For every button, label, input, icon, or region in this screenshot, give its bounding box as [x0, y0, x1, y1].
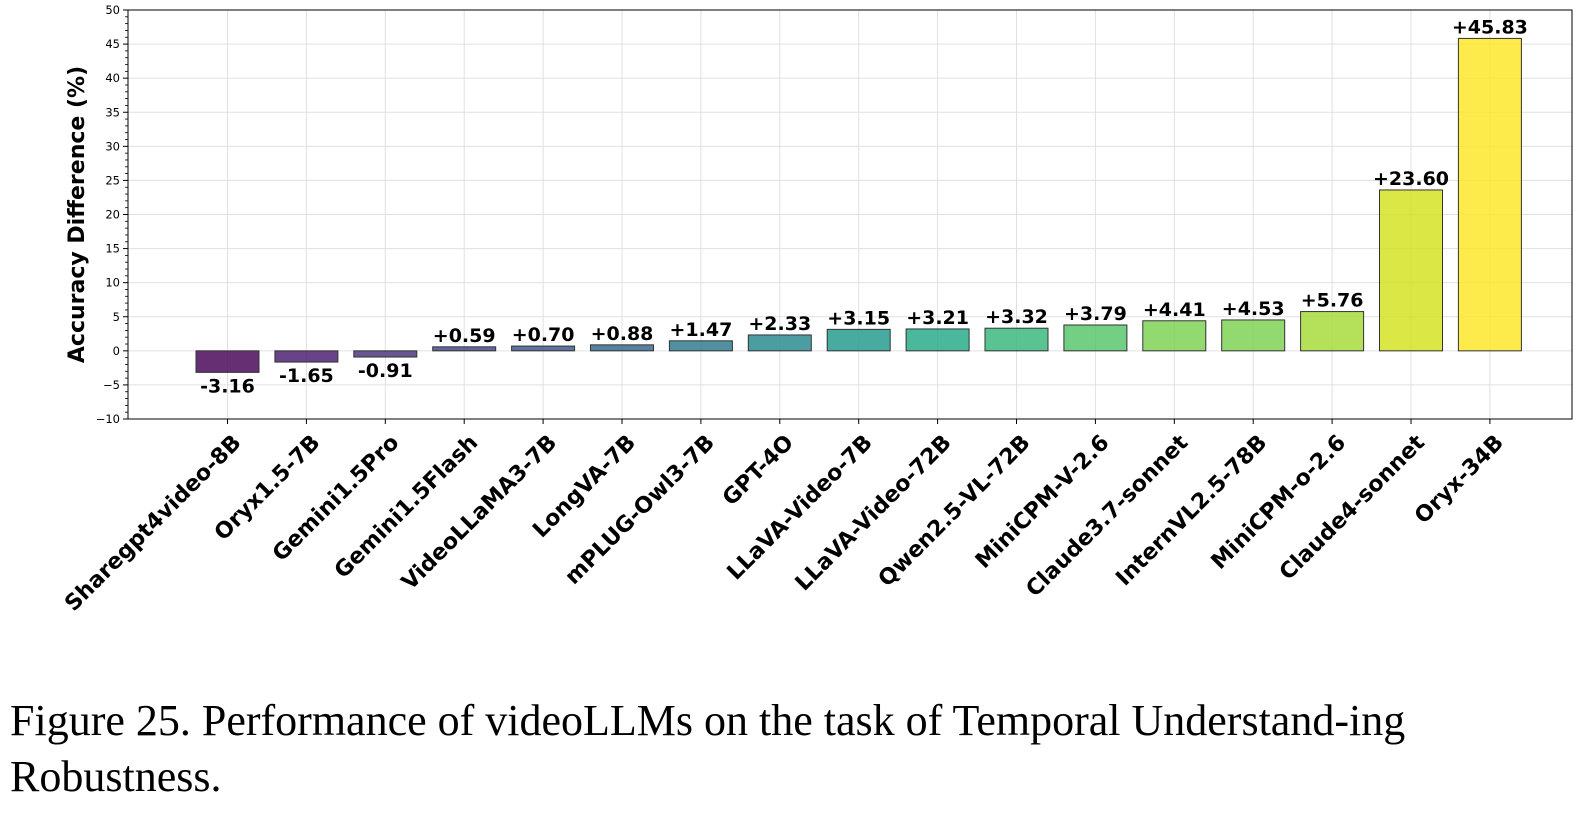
value-label: +2.33 [748, 313, 811, 335]
y-tick-label: 5 [113, 310, 120, 324]
bar [826, 328, 891, 352]
bar [905, 328, 970, 352]
y-axis: −10 −5 0 5 10 15 20 25 30 35 40 45 50 [96, 3, 128, 426]
y-tick-label: −10 [96, 412, 120, 426]
figure-caption: Figure 25. Performance of videoLLMs on t… [10, 696, 1406, 801]
value-label: +3.79 [1064, 303, 1127, 325]
value-label: -1.65 [279, 365, 334, 387]
value-labels: -3.16 -1.65 -0.91 +0.59 +0.70 +0.88 +1.47 +2.33… [200, 16, 1528, 397]
y-tick-label: 20 [105, 208, 120, 222]
value-label: +4.41 [1143, 299, 1206, 321]
value-label: +3.32 [985, 306, 1048, 328]
bar [668, 340, 733, 352]
grid-lines [128, 9, 1572, 420]
value-label: +23.60 [1373, 168, 1449, 190]
y-tick-label: 40 [105, 71, 120, 85]
bar [1063, 324, 1128, 352]
bars [195, 37, 1522, 373]
bar [432, 346, 497, 352]
value-label: -3.16 [200, 375, 255, 397]
value-label: +5.76 [1301, 290, 1364, 312]
bar [984, 327, 1049, 352]
y-tick-label: 30 [105, 139, 120, 153]
x-tick-label: LLaVA-Video-72B [791, 430, 957, 596]
bar [1300, 311, 1365, 352]
x-axis: Sharegpt4video-8BOryx1.5-7BGemini1.5ProG… [60, 419, 1509, 617]
bar [1457, 37, 1522, 352]
value-label: +4.53 [1222, 298, 1285, 320]
plot-frame [127, 9, 1573, 420]
y-tick-label: 35 [105, 105, 120, 119]
bar [195, 350, 260, 373]
y-tick-label: 50 [105, 3, 120, 17]
x-tick-label: GPT-4O [718, 430, 799, 511]
x-tick-label: VideoLLaMA3-7B [397, 430, 562, 595]
y-tick-label: 0 [113, 344, 120, 358]
x-tick-label: Gemini1.5Flash [330, 430, 483, 583]
value-label: +0.59 [433, 325, 496, 347]
y-tick-label: −5 [103, 378, 120, 392]
x-tick-label: Qwen2.5-VL-72B [874, 430, 1036, 592]
value-label: +0.70 [512, 324, 575, 346]
bar [511, 345, 576, 352]
bar [590, 344, 654, 352]
y-tick-label: 10 [105, 276, 120, 290]
x-tick-label: MiniCPM-V-2.6 [971, 430, 1114, 573]
bar [353, 350, 418, 358]
x-tick-label: mPLUG-Owl3-7B [560, 430, 719, 589]
bar [1379, 189, 1443, 352]
value-label: +1.47 [669, 319, 732, 341]
y-axis-label: Accuracy Difference (%) [65, 66, 90, 363]
x-tick-label: InternVL2.5-78B [1111, 430, 1272, 591]
value-label: -0.91 [358, 360, 413, 382]
value-label: +0.88 [591, 323, 654, 345]
bar [1221, 319, 1286, 352]
y-tick-label: 15 [105, 242, 120, 256]
bar [747, 334, 812, 352]
value-label: +45.83 [1452, 16, 1528, 38]
y-tick-label: 25 [105, 173, 120, 187]
x-tick-label: MiniCPM-o-2.6 [1207, 430, 1351, 574]
bar [1142, 320, 1207, 352]
value-label: +3.15 [827, 307, 890, 329]
y-tick-label: 45 [105, 37, 120, 51]
value-label: +3.21 [906, 307, 969, 329]
bar-chart: −10 −5 0 5 10 15 20 25 30 35 40 45 50 -3.16 -1.65 -0.9… [60, 3, 1573, 617]
x-tick-label: Claude4-sonnet [1275, 430, 1430, 585]
bar [274, 350, 339, 363]
x-tick-label: LLaVA-Video-7B [723, 430, 878, 585]
